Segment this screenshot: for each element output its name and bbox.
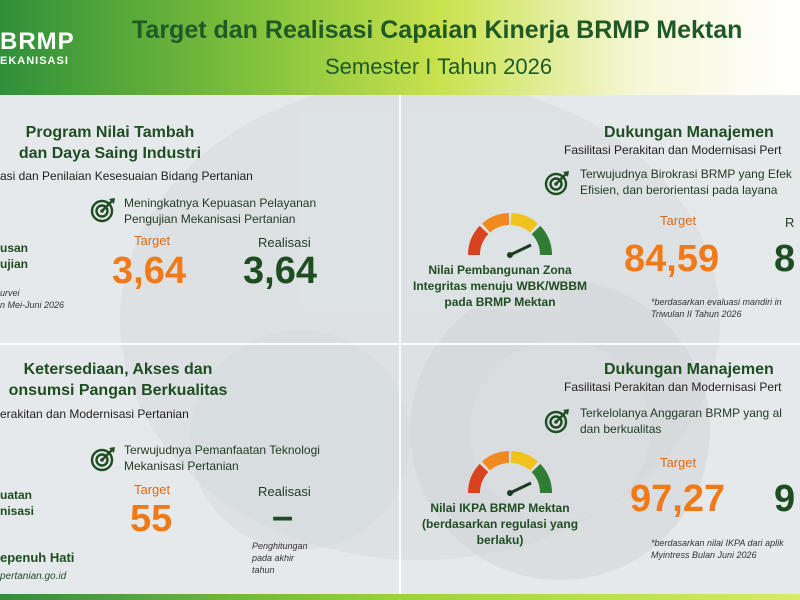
brmp-logo: BRMP EKANISASI	[0, 30, 90, 68]
q2-indicator-line2: Efisien, dan berorientasi pada layana	[580, 183, 778, 197]
footer-bar	[0, 594, 800, 600]
q4-note-line2: Myintress Bulan Juni 2026	[651, 550, 757, 560]
q2-target-value: 84,59	[624, 238, 720, 280]
header-banner	[0, 0, 800, 95]
page-title: Target dan Realisasi Capaian Kinerja BRM…	[132, 16, 743, 44]
q3-target-label: Target	[134, 482, 171, 497]
q1-indicator-line1: Meningkatnya Kepuasan Pelayanan	[124, 196, 317, 210]
q1-left-line2: ujian	[0, 257, 29, 271]
q1-left-note: urvei n Mei-Juni 2026	[0, 287, 64, 311]
q1-title-line2: dan Daya Saing Industri	[18, 145, 202, 162]
q3-note: Penghitungan pada akhir tahun	[252, 540, 308, 576]
q4-note-line1: *berdasarkan nilai IKPA dari aplik	[651, 538, 784, 548]
q3-indicator: Terwujudnya Pemanfaatan Teknologi Mekani…	[124, 442, 320, 474]
q2-note: *berdasarkan evaluasi mandiri in Triwula…	[651, 296, 782, 320]
q1-left-note1: urvei	[0, 288, 20, 298]
q3-subtitle: erakitan dan Modernisasi Pertanian	[0, 407, 189, 421]
q3-note-line1: Penghitungan	[252, 541, 308, 551]
q2-gauge-caption: Nilai Pembangunan Zona Integritas menuju…	[410, 262, 590, 310]
logo-line1: BRMP	[0, 28, 75, 55]
page-subtitle: Semester I Tahun 2026	[325, 54, 553, 79]
q4-gauge-caption-line1: Nilai IKPA BRMP Mektan	[430, 501, 570, 515]
q1-left-fragment: usan ujian	[0, 240, 28, 272]
q1-realisasi-value: 3,64	[243, 250, 317, 292]
q2-gauge-caption-line2: Integritas menuju WBK/WBBM	[413, 279, 587, 293]
q2-title: Dukungan Manajemen	[604, 124, 774, 141]
speedometer-gauge-icon	[468, 451, 552, 496]
vertical-divider	[399, 95, 401, 600]
q4-target-value: 97,27	[630, 478, 726, 520]
q1-left-line1: usan	[0, 241, 29, 255]
q3-realisasi-value: –	[272, 496, 294, 538]
q3-title-line1: Ketersediaan, Akses dan	[23, 361, 213, 378]
q3-left-line1: uatan	[0, 488, 33, 502]
q4-indicator-line2: dan berkualitas	[580, 422, 662, 436]
q1-realisasi-label: Realisasi	[258, 235, 311, 250]
q2-indicator-line1: Terwujudnya Birokrasi BRMP yang Efek	[580, 167, 792, 181]
q1-target-value: 3,64	[112, 250, 186, 292]
q1-target-label: Target	[134, 233, 171, 248]
q3-note-line3: tahun	[252, 565, 275, 575]
q2-gauge-caption-line3: pada BRMP Mektan	[444, 295, 556, 309]
q1-subtitle: asi dan Penilaian Kesesuaian Bidang Pert…	[0, 169, 253, 183]
q4-subtitle: Fasilitasi Perakitan dan Modernisasi Per…	[564, 380, 782, 394]
q2-target-label: Target	[660, 213, 697, 228]
q3-left-fragment: uatan nisasi	[0, 487, 34, 519]
target-arrow-icon	[90, 198, 115, 223]
q4-realisasi-value: 9	[774, 478, 796, 520]
target-arrow-icon	[90, 447, 115, 472]
q2-subtitle: Fasilitasi Perakitan dan Modernisasi Per…	[564, 143, 782, 157]
q3-indicator-line1: Terwujudnya Pemanfaatan Teknologi	[124, 443, 320, 457]
q4-gauge-caption: Nilai IKPA BRMP Mektan (berdasarkan regu…	[405, 500, 595, 548]
q2-gauge-caption-line1: Nilai Pembangunan Zona	[428, 263, 572, 277]
q1-indicator: Meningkatnya Kepuasan Pelayanan Pengujia…	[124, 195, 316, 227]
q2-realisasi-label: R	[785, 215, 795, 230]
q3-footer-slogan: epenuh Hati	[0, 550, 75, 565]
q2-note-line2: Triwulan II Tahun 2026	[651, 309, 742, 319]
q3-target-value: 55	[130, 498, 173, 540]
q2-realisasi-value: 8	[774, 238, 796, 280]
q4-target-label: Target	[660, 455, 697, 470]
q4-note: *berdasarkan nilai IKPA dari aplik Myint…	[651, 537, 784, 561]
q3-indicator-line2: Mekanisasi Pertanian	[124, 459, 239, 473]
speedometer-gauge-icon	[468, 213, 552, 258]
q3-title: Ketersediaan, Akses dan onsumsi Pangan B…	[4, 359, 232, 401]
q3-left-line2: nisasi	[0, 504, 35, 518]
logo-line2: EKANISASI	[0, 55, 69, 67]
q2-note-line1: *berdasarkan evaluasi mandiri in	[651, 297, 782, 307]
q4-indicator: Terkelolanya Anggaran BRMP yang al dan b…	[580, 405, 782, 437]
q3-realisasi-label: Realisasi	[258, 484, 311, 499]
q4-gauge-caption-line2: (berdasarkan regulasi yang	[421, 517, 579, 531]
q1-title: Program Nilai Tambah dan Daya Saing Indu…	[10, 122, 210, 164]
q4-title: Dukungan Manajemen	[604, 361, 774, 378]
q2-indicator: Terwujudnya Birokrasi BRMP yang Efek Efi…	[580, 166, 792, 198]
q3-footer-website: pertanian.go.id	[0, 571, 67, 582]
q1-title-line1: Program Nilai Tambah	[25, 124, 195, 141]
q4-indicator-line1: Terkelolanya Anggaran BRMP yang al	[580, 406, 782, 420]
q4-gauge-caption-line3: berlaku)	[476, 533, 524, 547]
target-arrow-icon	[544, 171, 569, 196]
q1-left-note2: n Mei-Juni 2026	[0, 300, 65, 310]
target-arrow-icon	[544, 409, 569, 434]
q3-note-line2: pada akhir	[252, 553, 295, 563]
q1-indicator-line2: Pengujian Mekanisasi Pertanian	[124, 212, 296, 226]
q3-title-line2: onsumsi Pangan Berkualitas	[8, 382, 228, 399]
